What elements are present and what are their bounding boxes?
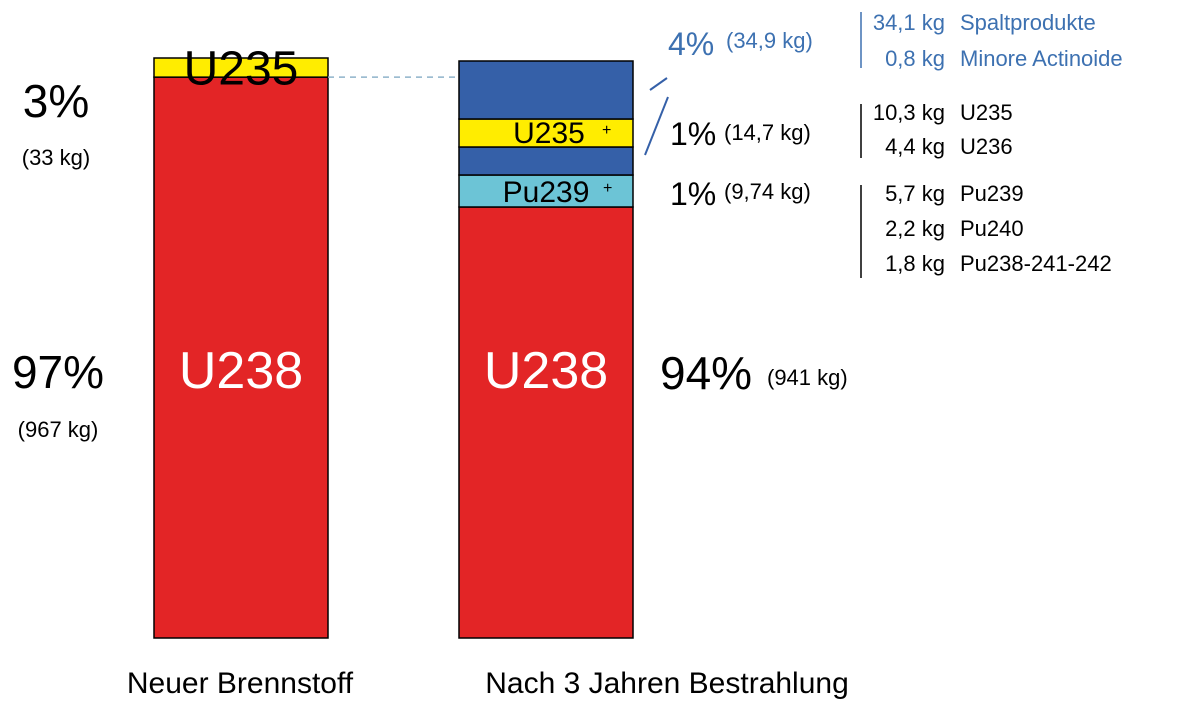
bar1-u238-mass: (967 kg) xyxy=(18,417,99,442)
bar2-segment-u238 xyxy=(458,206,634,639)
detail-plutonium-amount-2: 1,8 kg xyxy=(885,251,945,276)
bar1-u238-percent: 97% xyxy=(12,346,104,398)
bar2-segment-fission_upper xyxy=(458,60,634,120)
detail-plutonium-name-0: Pu239 xyxy=(960,181,1024,206)
bar2-u235-sup: + xyxy=(602,122,611,139)
category-label-irradiated: Nach 3 Jahren Bestrahlung xyxy=(485,667,849,700)
detail-fission-name-0: Spaltprodukte xyxy=(960,10,1096,35)
detail-fission-amount-0: 34,1 kg xyxy=(873,10,945,35)
bar1-u235-mass: (33 kg) xyxy=(22,145,90,170)
fission-mass: (34,9 kg) xyxy=(726,28,813,53)
detail-plutonium-name-2: Pu238-241-242 xyxy=(960,251,1112,276)
bar1-segment-u238 xyxy=(153,76,329,639)
bar2-u238-percent: 94% xyxy=(660,347,752,399)
bar1-u235-label: U235 xyxy=(184,43,299,96)
bar2-pu239-percent: 1% xyxy=(670,176,716,212)
detail-uranium-name-1: U236 xyxy=(960,134,1013,159)
bar1-u235-percent: 3% xyxy=(23,75,89,127)
detail-uranium-name-0: U235 xyxy=(960,100,1013,125)
detail-fission-name-1: Minore Actinoide xyxy=(960,46,1123,71)
bar2-u235-percent: 1% xyxy=(670,116,716,152)
bars-layer xyxy=(153,57,634,639)
fission-tick-lower xyxy=(644,96,669,156)
bar2-segment-pu239 xyxy=(458,174,634,208)
detail-uranium-amount-1: 4,4 kg xyxy=(885,134,945,159)
labels-layer: U235 U238 3% (33 kg) 97% (967 kg) U235 + Pu239 + U… xyxy=(12,26,849,700)
detail-fission-amount-1: 0,8 kg xyxy=(885,46,945,71)
bar1-segment-u235 xyxy=(153,57,329,78)
detail-plutonium-amount-0: 5,7 kg xyxy=(885,181,945,206)
category-label-new-fuel: Neuer Brennstoff xyxy=(127,667,354,700)
detail-uranium-amount-0: 10,3 kg xyxy=(873,100,945,125)
bar2-pu239-sup: + xyxy=(603,180,612,197)
fission-tick-upper xyxy=(649,77,668,91)
bar2-u235-mass: (14,7 kg) xyxy=(724,120,811,145)
bar2-segment-fission_lower xyxy=(458,146,634,176)
details-layer: 34,1 kg Spaltprodukte 0,8 kg Minore Actinoi… xyxy=(860,10,1123,278)
detail-plutonium-amount-1: 2,2 kg xyxy=(885,216,945,241)
bar2-pu239-label: Pu239 xyxy=(503,176,590,209)
fission-percent: 4% xyxy=(668,26,714,62)
bar2-pu239-mass: (9,74 kg) xyxy=(724,179,811,204)
bar2-u235-label: U235 xyxy=(513,117,585,150)
detail-plutonium-name-1: Pu240 xyxy=(960,216,1024,241)
bar1-u238-label: U238 xyxy=(179,342,303,400)
bar2-u238-label: U238 xyxy=(484,342,608,400)
bar2-u238-mass: (941 kg) xyxy=(767,365,848,390)
